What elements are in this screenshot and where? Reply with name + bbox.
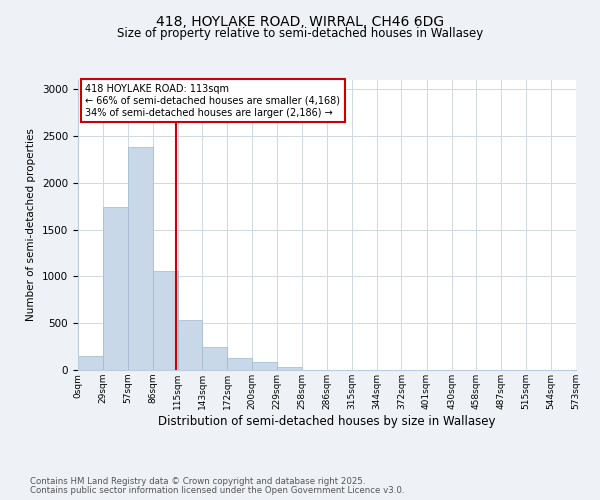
Bar	[277, 367, 302, 370]
Bar	[252, 362, 277, 370]
Text: 418, HOYLAKE ROAD, WIRRAL, CH46 6DG: 418, HOYLAKE ROAD, WIRRAL, CH46 6DG	[156, 15, 444, 29]
Bar	[103, 207, 128, 370]
Bar	[202, 347, 227, 370]
Bar	[153, 271, 178, 370]
Text: Contains public sector information licensed under the Open Government Licence v3: Contains public sector information licen…	[30, 486, 404, 495]
Text: Size of property relative to semi-detached houses in Wallasey: Size of property relative to semi-detach…	[117, 28, 483, 40]
Text: Contains HM Land Registry data © Crown copyright and database right 2025.: Contains HM Land Registry data © Crown c…	[30, 477, 365, 486]
Bar	[128, 148, 153, 370]
Text: 418 HOYLAKE ROAD: 113sqm
← 66% of semi-detached houses are smaller (4,168)
34% o: 418 HOYLAKE ROAD: 113sqm ← 66% of semi-d…	[85, 84, 340, 117]
X-axis label: Distribution of semi-detached houses by size in Wallasey: Distribution of semi-detached houses by …	[158, 414, 496, 428]
Bar	[227, 358, 252, 370]
Bar	[78, 356, 103, 370]
Bar	[178, 320, 202, 370]
Y-axis label: Number of semi-detached properties: Number of semi-detached properties	[26, 128, 37, 322]
